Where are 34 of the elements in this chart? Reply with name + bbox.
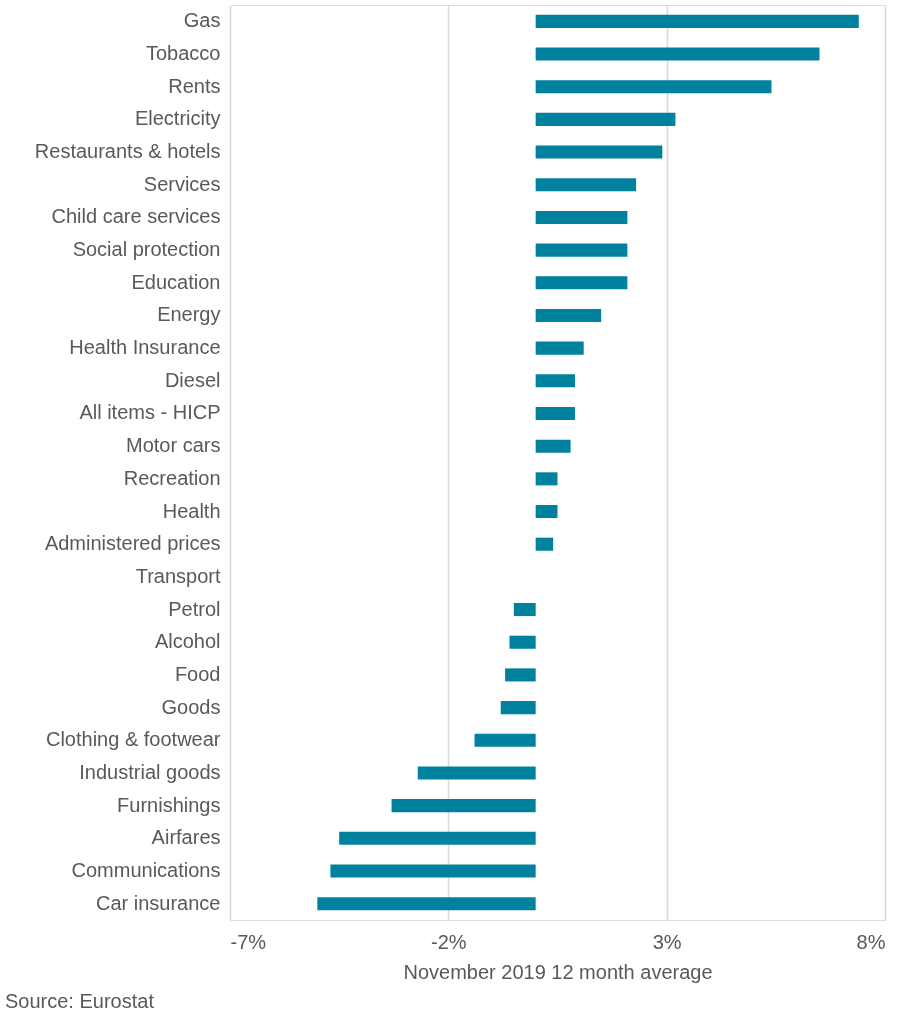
y-tick-label: Services (143, 172, 221, 195)
y-tick-label: Car insurance (95, 891, 221, 914)
y-tick-label: Administered prices (44, 532, 221, 555)
y-tick-label: Energy (157, 303, 221, 326)
y-tick-label: All items - HICP (79, 401, 221, 424)
y-tick-label: Transport (135, 564, 221, 587)
y-tick-label: Restaurants & hotels (34, 140, 221, 163)
y-tick-label: Petrol (168, 597, 221, 620)
source-note: Source: Eurostat (5, 990, 155, 1012)
y-tick-label: Goods (161, 695, 221, 718)
y-tick-label: Clothing & footwear (45, 728, 221, 751)
y-tick-label: Child care services (51, 205, 221, 228)
y-tick-label: Furnishings (117, 793, 221, 816)
y-tick-label: Alcohol (154, 630, 221, 653)
y-tick-label: Electricity (134, 107, 221, 130)
y-tick-label: Food (174, 662, 221, 685)
y-tick-label: Education (131, 270, 221, 293)
y-tick-label: Rents (168, 74, 221, 97)
y-tick-label: Industrial goods (79, 760, 221, 783)
y-tick-label: Health Insurance (69, 336, 221, 359)
x-tick-label: 8% (856, 930, 886, 953)
x-axis-title: November 2019 12 month average (403, 960, 713, 983)
x-tick-label: -7% (230, 930, 267, 953)
y-tick-label: Airfares (151, 826, 221, 849)
x-tick-label: -2% (431, 930, 467, 953)
y-tick-label: Motor cars (126, 434, 221, 457)
y-tick-label: Communications (71, 858, 221, 881)
y-tick-label: Recreation (123, 466, 221, 489)
y-tick-label: Social protection (72, 238, 221, 261)
y-tick-label: Diesel (164, 368, 221, 391)
y-tick-label: Gas (183, 9, 221, 32)
y-tick-label: Health (162, 499, 221, 522)
y-tick-label: Tobacco (146, 42, 221, 65)
x-tick-label: 3% (652, 930, 682, 953)
